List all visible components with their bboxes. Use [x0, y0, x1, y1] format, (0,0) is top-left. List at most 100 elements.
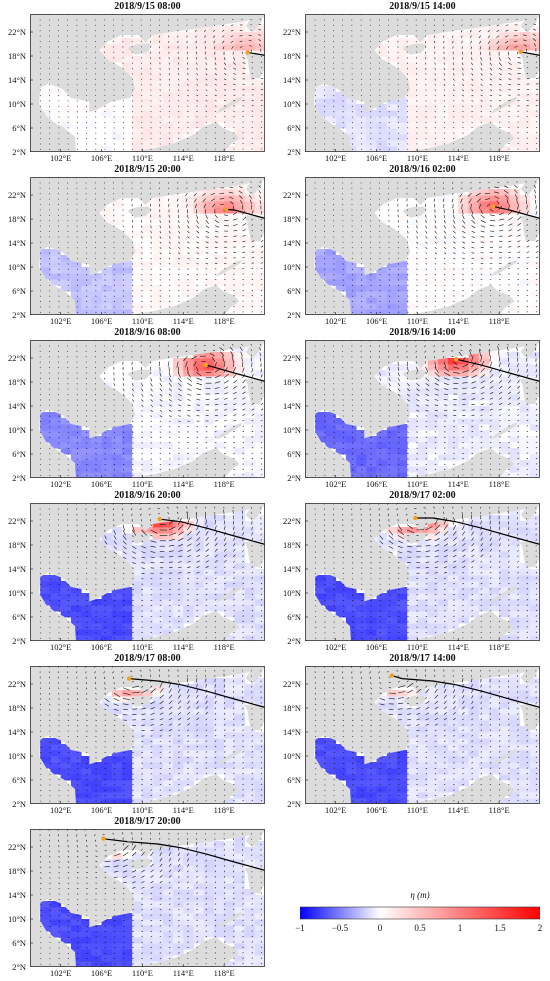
- land-mass: [519, 704, 540, 731]
- land-mass: [520, 14, 539, 33]
- latitude-tick-label: 18°N: [282, 540, 301, 550]
- anomaly-map: [305, 503, 540, 641]
- longitude-tick-label: 118°E: [213, 805, 235, 815]
- longitude-tick-label: 102°E: [324, 316, 347, 326]
- anomaly-map: [30, 666, 265, 804]
- latitude-tick-label: 6°N: [287, 775, 301, 785]
- land-mass: [520, 177, 539, 196]
- land-mass: [305, 340, 540, 478]
- anomaly-map: [30, 14, 265, 152]
- latitude-tick-label: 6°N: [287, 612, 301, 622]
- latitude-tick-label: 18°N: [7, 540, 26, 550]
- latitude-tick-label: 10°N: [7, 425, 26, 435]
- panel-title: 2018/9/17 14:00: [389, 653, 456, 664]
- longitude-tick-label: 118°E: [488, 805, 510, 815]
- typhoon-center-marker: [101, 836, 106, 841]
- latitude-tick-label: 22°N: [7, 516, 26, 526]
- latitude-tick-label: 22°N: [7, 190, 26, 200]
- land-mass: [128, 369, 153, 381]
- land-mass: [520, 340, 539, 359]
- longitude-tick-label: 110°E: [131, 479, 153, 489]
- longitude-tick-label: 106°E: [365, 153, 388, 163]
- latitude-tick-label: 6°N: [12, 123, 26, 133]
- anomaly-map: [30, 829, 265, 967]
- latitude-tick-label: 22°N: [7, 842, 26, 852]
- land-mass: [491, 422, 518, 440]
- longitude-tick-label: 110°E: [131, 968, 153, 978]
- land-mass: [216, 748, 243, 766]
- latitude-tick-label: 10°N: [7, 751, 26, 761]
- latitude-tick-label: 6°N: [287, 123, 301, 133]
- latitude-tick-label: 10°N: [282, 262, 301, 272]
- land-mass: [519, 378, 540, 405]
- latitude-tick-label: 18°N: [282, 703, 301, 713]
- longitude-tick-label: 114°E: [172, 316, 194, 326]
- latitude-tick-label: 2°N: [12, 962, 26, 972]
- longitude-tick-label: 102°E: [324, 642, 347, 652]
- land-mass: [30, 829, 265, 967]
- land-mass: [245, 177, 264, 196]
- map-panel: 2018/9/15 14:00 22°N 18°N 14°N 10°N 6°N 2°N 102…: [275, 0, 550, 163]
- longitude-tick-label: 114°E: [172, 642, 194, 652]
- latitude-tick-label: 14°N: [7, 727, 26, 737]
- longitude-tick-label: 102°E: [324, 805, 347, 815]
- longitude-tick-label: 114°E: [447, 153, 469, 163]
- land-mass: [407, 285, 515, 315]
- land-mass: [30, 666, 265, 804]
- longitude-tick-label: 106°E: [365, 316, 388, 326]
- typhoon-track: [456, 358, 540, 382]
- land-mass: [491, 585, 518, 603]
- panel-title: 2018/9/17 20:00: [114, 816, 181, 827]
- panel-title: 2018/9/17 02:00: [389, 490, 456, 501]
- latitude-tick-label: 2°N: [12, 636, 26, 646]
- land-mass: [30, 177, 265, 315]
- latitude-tick-label: 22°N: [7, 679, 26, 689]
- typhoon-center-marker: [157, 517, 162, 522]
- colorbar-tick-label: 1: [457, 923, 463, 933]
- typhoon-center-marker: [126, 676, 132, 681]
- latitude-tick-label: 14°N: [282, 401, 301, 411]
- longitude-tick-label: 106°E: [365, 642, 388, 652]
- latitude-tick-label: 14°N: [282, 238, 301, 248]
- latitude-tick-label: 6°N: [12, 449, 26, 459]
- land-mass: [245, 14, 264, 33]
- latitude-tick-label: 10°N: [7, 99, 26, 109]
- longitude-tick-label: 102°E: [49, 316, 72, 326]
- land-mass: [305, 666, 540, 804]
- land-mass: [491, 96, 518, 114]
- typhoon-track: [391, 675, 540, 708]
- typhoon-track: [492, 205, 540, 219]
- longitude-tick-label: 110°E: [406, 642, 428, 652]
- latitude-tick-label: 18°N: [282, 214, 301, 224]
- anomaly-map: [305, 340, 540, 478]
- sea-level-anomaly-field: [40, 672, 265, 804]
- land-mass: [244, 541, 265, 568]
- wind-vectors: [39, 666, 263, 802]
- land-mass: [30, 14, 265, 152]
- latitude-tick-label: 14°N: [7, 238, 26, 248]
- panel-title: 2018/9/16 08:00: [114, 327, 181, 338]
- land-mass: [128, 206, 153, 218]
- typhoon-center-marker: [490, 204, 496, 209]
- land-mass: [491, 259, 518, 277]
- land-mass: [403, 206, 428, 218]
- latitude-tick-label: 14°N: [7, 890, 26, 900]
- latitude-tick-label: 14°N: [282, 75, 301, 85]
- longitude-tick-label: 106°E: [90, 153, 113, 163]
- anomaly-map: [30, 503, 265, 641]
- longitude-tick-label: 110°E: [131, 642, 153, 652]
- colorbar-tick-label: 0.5: [414, 923, 426, 933]
- panel-title: 2018/9/15 08:00: [114, 1, 181, 12]
- longitude-tick-label: 102°E: [324, 479, 347, 489]
- land-mass: [30, 340, 265, 478]
- land-mass: [128, 695, 153, 707]
- latitude-tick-label: 2°N: [287, 147, 301, 157]
- longitude-tick-label: 118°E: [213, 479, 235, 489]
- land-mass: [216, 422, 243, 440]
- land-mass: [305, 177, 540, 315]
- longitude-tick-label: 102°E: [49, 479, 72, 489]
- longitude-tick-label: 118°E: [213, 316, 235, 326]
- land-mass: [519, 52, 540, 79]
- typhoon-track: [103, 838, 265, 871]
- land-mass: [132, 448, 240, 478]
